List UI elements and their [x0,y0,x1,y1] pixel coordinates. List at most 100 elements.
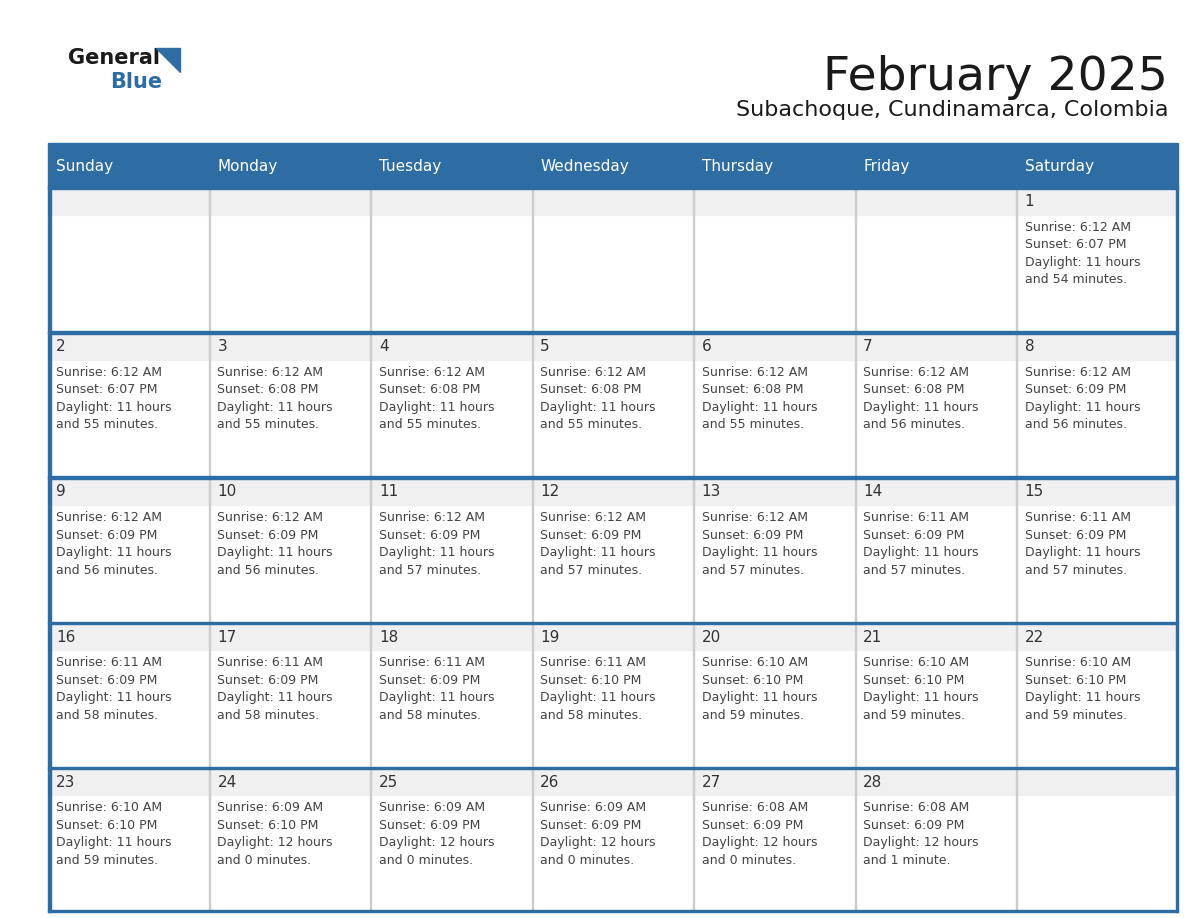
Text: and 57 minutes.: and 57 minutes. [541,564,643,577]
Text: 15: 15 [1024,485,1044,499]
Bar [48,479,209,505]
Text: Daylight: 12 hours: Daylight: 12 hours [541,836,656,849]
Bar [371,188,532,331]
Bar [48,769,209,795]
Bar [532,334,694,476]
Text: 1: 1 [1024,194,1035,209]
Text: and 59 minutes.: and 59 minutes. [56,854,158,867]
Text: and 58 minutes.: and 58 minutes. [56,709,158,722]
Text: and 57 minutes.: and 57 minutes. [1024,564,1126,577]
Text: 13: 13 [702,485,721,499]
Text: Daylight: 12 hours: Daylight: 12 hours [217,836,333,849]
Text: 3: 3 [217,340,227,354]
Bar [209,479,371,505]
Bar [371,148,532,186]
Text: Sunrise: 6:11 AM: Sunrise: 6:11 AM [1024,511,1131,524]
Text: Sunrise: 6:11 AM: Sunrise: 6:11 AM [379,656,485,669]
Bar [855,769,1017,795]
Text: Sunrise: 6:10 AM: Sunrise: 6:10 AM [56,801,162,814]
Text: Daylight: 11 hours: Daylight: 11 hours [541,401,656,414]
Text: Thursday: Thursday [702,160,773,174]
Text: Sunrise: 6:09 AM: Sunrise: 6:09 AM [541,801,646,814]
Text: Daylight: 11 hours: Daylight: 11 hours [217,401,333,414]
Bar [1175,186,1178,912]
Bar [694,624,855,767]
Bar [694,188,855,215]
Text: 7: 7 [864,340,873,354]
Bar [532,334,694,360]
Text: and 57 minutes.: and 57 minutes. [864,564,966,577]
Bar [1017,479,1178,621]
Text: Sunrise: 6:10 AM: Sunrise: 6:10 AM [702,656,808,669]
Text: Sunrise: 6:09 AM: Sunrise: 6:09 AM [379,801,485,814]
Bar [371,479,532,621]
Text: Sunrise: 6:12 AM: Sunrise: 6:12 AM [864,366,969,379]
Text: Sunrise: 6:09 AM: Sunrise: 6:09 AM [217,801,323,814]
Text: Daylight: 11 hours: Daylight: 11 hours [1024,691,1140,704]
Text: Sunset: 6:09 PM: Sunset: 6:09 PM [702,529,803,542]
Text: 26: 26 [541,775,560,789]
Text: Sunset: 6:09 PM: Sunset: 6:09 PM [864,819,965,832]
Text: Sunset: 6:09 PM: Sunset: 6:09 PM [1024,384,1126,397]
Bar [532,479,694,621]
Text: Sunset: 6:07 PM: Sunset: 6:07 PM [1024,238,1126,252]
Bar [532,148,694,186]
Text: Sunrise: 6:12 AM: Sunrise: 6:12 AM [702,511,808,524]
Text: Sunrise: 6:12 AM: Sunrise: 6:12 AM [217,366,323,379]
Bar [855,334,1017,360]
Bar [694,148,855,186]
Text: Daylight: 11 hours: Daylight: 11 hours [56,546,171,559]
Text: Sunrise: 6:10 AM: Sunrise: 6:10 AM [864,656,969,669]
Text: and 56 minutes.: and 56 minutes. [56,564,158,577]
Text: and 1 minute.: and 1 minute. [864,854,950,867]
Bar [48,334,209,360]
Bar [48,188,209,331]
Text: Sunday: Sunday [56,160,113,174]
Bar [855,334,1017,476]
Text: and 0 minutes.: and 0 minutes. [541,854,634,867]
Text: Sunrise: 6:12 AM: Sunrise: 6:12 AM [702,366,808,379]
Text: Sunrise: 6:11 AM: Sunrise: 6:11 AM [217,656,323,669]
Text: Sunrise: 6:11 AM: Sunrise: 6:11 AM [864,511,969,524]
Bar [855,624,1017,650]
Text: Sunset: 6:10 PM: Sunset: 6:10 PM [217,819,318,832]
Text: and 55 minutes.: and 55 minutes. [56,419,158,431]
Text: and 0 minutes.: and 0 minutes. [217,854,311,867]
Text: Subachoque, Cundinamarca, Colombia: Subachoque, Cundinamarca, Colombia [735,100,1168,120]
Text: and 55 minutes.: and 55 minutes. [702,419,804,431]
Text: Sunset: 6:09 PM: Sunset: 6:09 PM [379,674,480,687]
Text: and 57 minutes.: and 57 minutes. [379,564,481,577]
Text: Sunset: 6:07 PM: Sunset: 6:07 PM [56,384,158,397]
Text: Sunset: 6:08 PM: Sunset: 6:08 PM [217,384,318,397]
Text: Saturday: Saturday [1024,160,1094,174]
Text: 21: 21 [864,630,883,644]
Polygon shape [156,48,181,72]
Text: General: General [68,48,160,68]
Bar [532,188,694,215]
Bar [1017,334,1178,360]
Text: 28: 28 [864,775,883,789]
Text: Sunrise: 6:12 AM: Sunrise: 6:12 AM [1024,366,1131,379]
Bar [48,186,1178,188]
Text: Daylight: 11 hours: Daylight: 11 hours [1024,401,1140,414]
Text: Sunset: 6:09 PM: Sunset: 6:09 PM [56,674,157,687]
Text: Sunset: 6:08 PM: Sunset: 6:08 PM [864,384,965,397]
Bar [371,479,532,505]
Bar [371,624,532,650]
Bar [48,624,209,650]
Text: Tuesday: Tuesday [379,160,441,174]
Bar [855,624,1017,767]
Bar [694,334,855,476]
Bar [1017,188,1178,215]
Text: Friday: Friday [864,160,910,174]
Bar [694,624,855,650]
Text: and 55 minutes.: and 55 minutes. [217,419,320,431]
Text: Blue: Blue [110,72,162,92]
Bar [855,479,1017,621]
Text: 8: 8 [1024,340,1035,354]
Text: Sunset: 6:09 PM: Sunset: 6:09 PM [1024,529,1126,542]
Text: and 56 minutes.: and 56 minutes. [217,564,320,577]
Text: Daylight: 11 hours: Daylight: 11 hours [541,691,656,704]
Text: Monday: Monday [217,160,278,174]
Text: and 0 minutes.: and 0 minutes. [379,854,473,867]
